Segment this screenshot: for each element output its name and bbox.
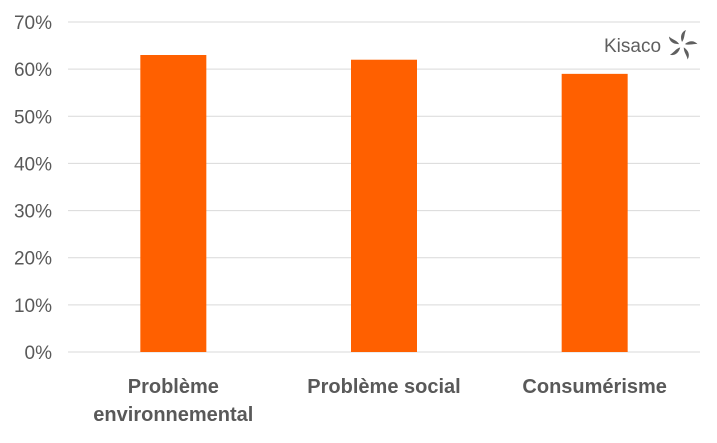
bar: [140, 55, 207, 352]
x-axis-labels: Problème environnemental Problème social Co…: [93, 376, 667, 426]
pinwheel-icon: [668, 30, 698, 60]
y-tick-label: 20%: [14, 249, 52, 270]
y-tick-label: 30%: [14, 202, 52, 223]
kisaco-logo: Kisaco: [604, 30, 698, 60]
x-category-label: Consumérisme: [522, 376, 667, 398]
y-tick-label: 60%: [14, 60, 52, 81]
logo-text: Kisaco: [604, 36, 661, 57]
bars: [140, 55, 628, 352]
x-category-label: Problème social: [307, 376, 460, 398]
y-tick-label: 0%: [25, 343, 53, 364]
y-tick-label: 70%: [14, 13, 52, 34]
bar: [561, 73, 628, 352]
y-tick-label: 50%: [14, 107, 52, 128]
y-tick-label: 40%: [14, 154, 52, 175]
y-axis-ticks: 0% 10% 20% 30% 40% 50% 60% 70%: [14, 13, 52, 364]
x-category-label: Problème: [128, 376, 219, 398]
bar: [351, 59, 417, 352]
x-category-label: environnemental: [93, 404, 253, 426]
y-tick-label: 10%: [14, 296, 52, 317]
